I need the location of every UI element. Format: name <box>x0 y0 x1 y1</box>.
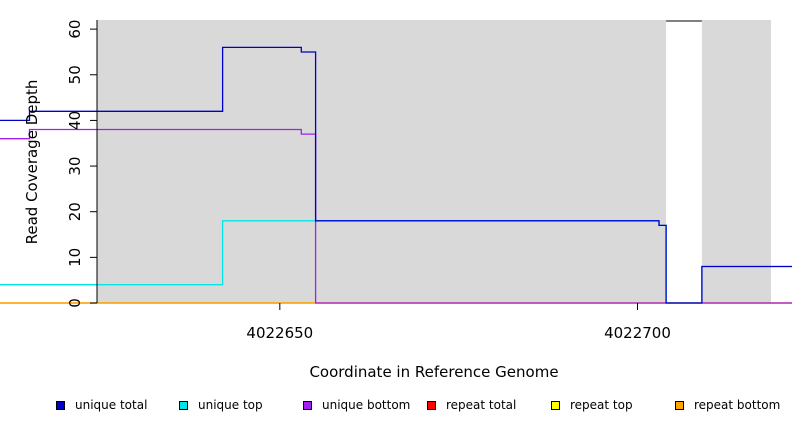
x-tick-label: 4022650 <box>246 324 313 342</box>
legend-item-unique-total: unique total <box>56 398 147 412</box>
y-tick-label: 40 <box>66 111 84 130</box>
legend: unique total unique top unique bottom repea… <box>0 398 792 420</box>
x-axis-label: Coordinate in Reference Genome <box>309 363 558 381</box>
y-tick-label: 10 <box>66 248 84 267</box>
legend-item-repeat-top: repeat top <box>551 398 633 412</box>
x-tick-label: 4022700 <box>604 324 671 342</box>
y-axis-label: Read Coverage Depth <box>23 80 41 245</box>
legend-item-unique-top: unique top <box>179 398 263 412</box>
y-tick-label: 20 <box>66 202 84 221</box>
legend-label: repeat total <box>446 398 517 412</box>
legend-label: repeat bottom <box>694 398 781 412</box>
legend-item-repeat-bottom: repeat bottom <box>675 398 780 412</box>
y-tick-label: 50 <box>66 65 84 84</box>
legend-swatch <box>303 400 312 410</box>
plot-background <box>97 20 771 303</box>
legend-label: repeat top <box>570 398 633 412</box>
legend-swatch <box>551 400 560 410</box>
legend-label: unique total <box>75 398 148 412</box>
legend-label: unique bottom <box>322 398 411 412</box>
legend-swatch <box>179 400 188 410</box>
series-unique-total <box>0 46 792 304</box>
legend-label: unique top <box>198 398 263 412</box>
y-tick-label: 0 <box>66 298 84 308</box>
gap-region <box>666 20 702 303</box>
legend-item-unique-bottom: unique bottom <box>303 398 410 412</box>
legend-swatch <box>56 400 65 410</box>
y-tick-label: 30 <box>66 157 84 176</box>
y-tick-label: 60 <box>66 20 84 39</box>
legend-swatch <box>675 400 684 410</box>
legend-item-repeat-total: repeat total <box>427 398 516 412</box>
legend-swatch <box>427 400 436 410</box>
series-unique-bottom <box>0 128 792 304</box>
